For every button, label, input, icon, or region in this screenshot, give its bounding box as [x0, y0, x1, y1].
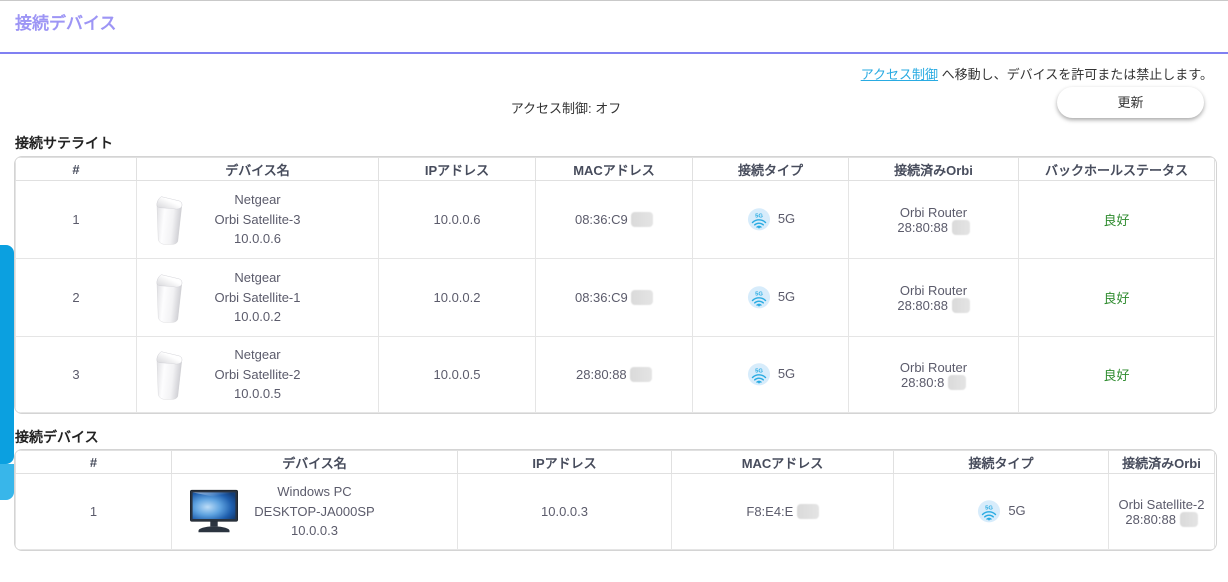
svg-text:5G: 5G [755, 291, 763, 297]
svg-text:5G: 5G [755, 213, 763, 219]
svg-text:5G: 5G [755, 368, 763, 374]
svg-text:5G: 5G [985, 505, 993, 511]
